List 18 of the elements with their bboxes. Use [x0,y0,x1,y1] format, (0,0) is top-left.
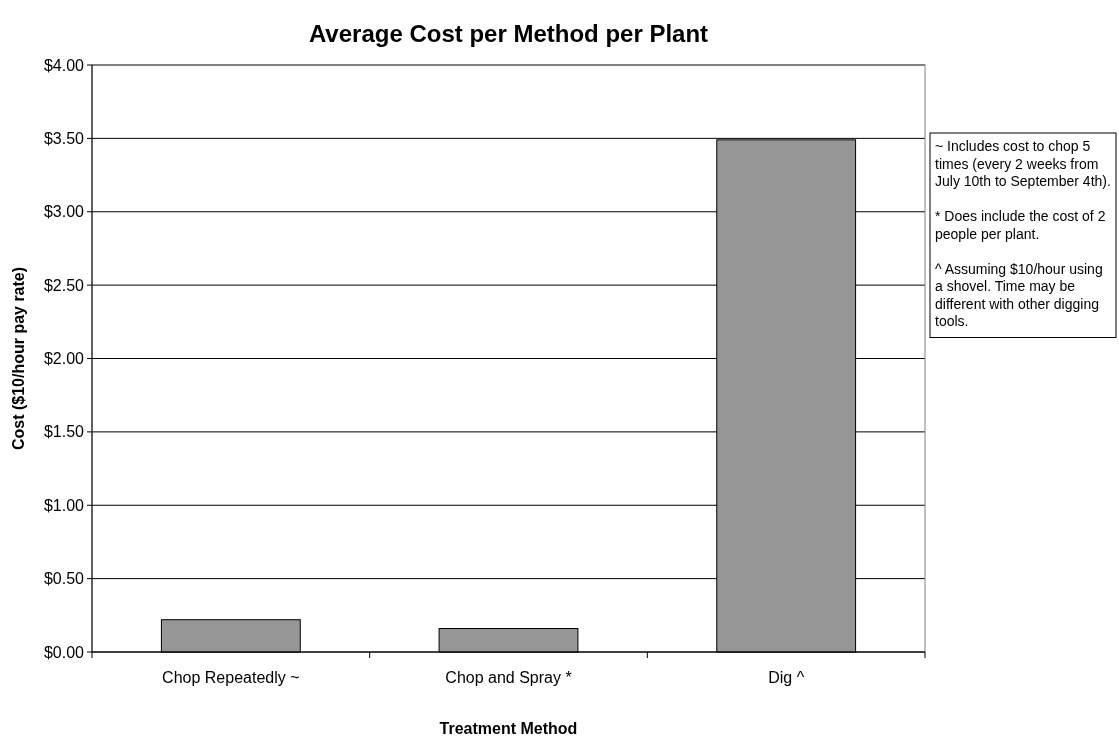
x-tick-label: Chop Repeatedly ~ [162,669,300,686]
x-axis-title: Treatment Method [439,720,578,737]
y-tick-label: $1.50 [43,423,85,441]
y-tick-label: $0.50 [43,570,85,588]
chart-title: Average Cost per Method per Plant [308,20,709,47]
text: ^ Assuming $10/hour using a shovel. Time may be different with other digging tools. [935,260,1103,329]
y-tick-label: $1.00 [43,496,85,514]
x-tick-label: Dig ^ [768,669,805,686]
text: * Does include the cost of 2 people per plant. [935,208,1106,242]
x-tick-label: Chop and Spray * [445,669,572,686]
text: ~ Includes cost to chop 5 times (every 2 weeks from July 10th to September 4th). [935,138,1111,189]
y-tick-label: $0.00 [43,643,85,661]
y-tick-label: $2.00 [43,350,85,368]
y-tick-label: $3.00 [43,203,85,221]
y-tick-label: $2.50 [43,276,85,294]
y-tick-label: $4.00 [43,56,85,74]
y-tick-label: $3.50 [43,129,85,147]
y-axis-title: Cost ($10/hour pay rate) [10,266,27,451]
